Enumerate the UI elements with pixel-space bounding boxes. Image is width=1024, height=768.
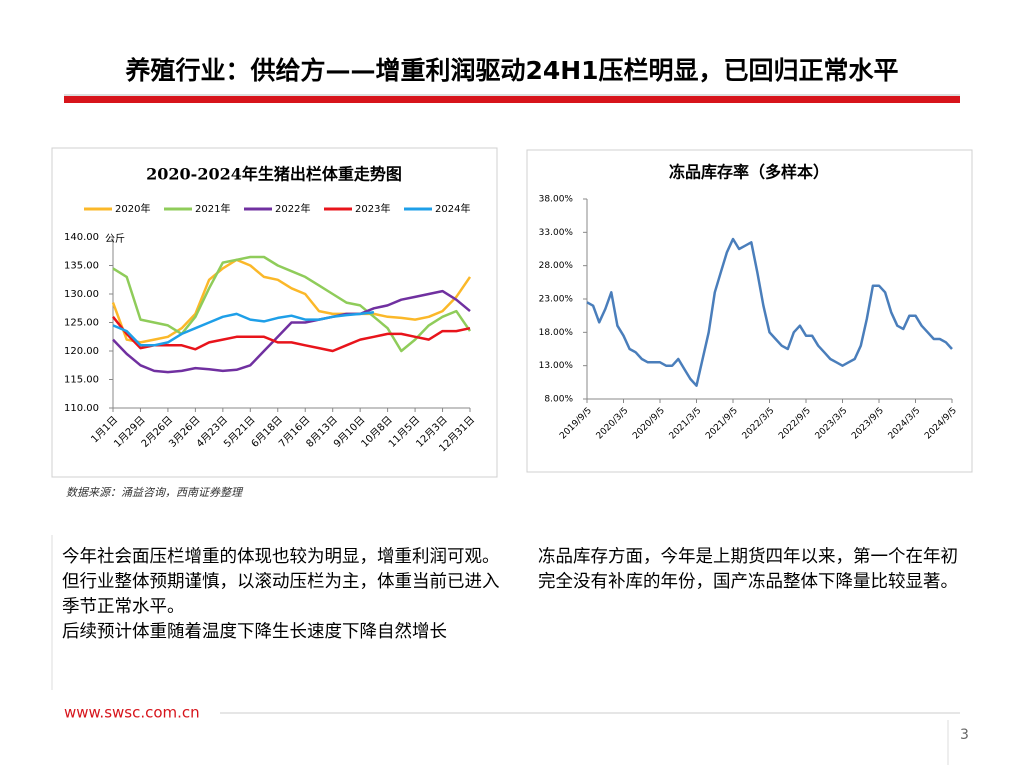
paragraph: 今年社会面压栏增重的体现也较为明显，增重利润可观。但行业整体预期谨慎，以滚动压栏…: [62, 547, 500, 617]
series-line: [112, 289, 471, 374]
paragraph: 后续预计体重随着温度下降生长速度下降自然增长: [62, 622, 447, 642]
slide-title: 养殖行业：供给方——增重利润驱动24H1压栏明显，已回归正常水平: [124, 56, 898, 85]
x-tick-label: 2024/3/5: [887, 406, 923, 442]
x-tick-label: 2023/3/5: [814, 406, 850, 442]
chart-title: 冻品库存率（多样本）: [669, 163, 829, 182]
page-number: 3: [960, 727, 969, 743]
left-text: 今年社会面压栏增重的体现也较为明显，增重利润可观。但行业整体预期谨慎，以滚动压栏…: [62, 545, 512, 645]
y-tick-label: 23.00%: [539, 295, 574, 305]
y-tick-label: 125.00: [64, 318, 99, 329]
y-tick-label: 13.00%: [539, 361, 574, 371]
y-tick-label: 135.00: [64, 261, 99, 272]
right-text: 冻品库存方面，今年是上期货四年以来，第一个在年初完全没有补库的年份，国产冻品整体…: [538, 545, 968, 595]
footer-url: www.swsc.com.cn: [64, 704, 200, 722]
y-tick-label: 130.00: [64, 289, 99, 300]
legend-label: 2023年: [355, 202, 390, 215]
series-line: [112, 316, 471, 353]
x-tick-label: 2023/9/5: [850, 406, 886, 442]
series-line: [112, 310, 375, 347]
legend-label: 2021年: [195, 202, 230, 215]
x-tick-label: 2024/9/5: [923, 406, 959, 442]
chart-frame: [51, 147, 498, 478]
legend-label: 2020年: [115, 202, 150, 215]
legend-label: 2024年: [435, 202, 470, 215]
x-tick-label: 2020/3/5: [595, 406, 631, 442]
chart-frame: [526, 149, 973, 473]
source-note: 数据来源：涌益咨询，西南证券整理: [66, 486, 244, 499]
series-line: [112, 255, 472, 353]
y-tick-label: 28.00%: [539, 261, 574, 271]
y-tick-label: 38.00%: [539, 195, 574, 205]
y-tick-label: 8.00%: [544, 395, 573, 405]
title-bar: [64, 96, 960, 103]
x-tick-label: 2019/9/5: [558, 406, 594, 442]
series-line: [111, 258, 472, 344]
x-tick-label: 2022/3/5: [741, 406, 777, 442]
y-unit: 公斤: [105, 233, 125, 245]
paragraph: 冻品库存方面，今年是上期货四年以来，第一个在年初完全没有补库的年份，国产冻品整体…: [538, 547, 958, 592]
y-tick-label: 120.00: [64, 346, 99, 357]
y-tick-label: 18.00%: [539, 328, 574, 338]
y-tick-label: 140.00: [64, 232, 99, 243]
chart-title: 2020-2024年生猪出栏体重走势图: [146, 165, 402, 184]
series-line: [586, 237, 953, 387]
x-tick-label: 2021/9/5: [704, 406, 740, 442]
y-tick-label: 33.00%: [539, 228, 574, 238]
x-tick-label: 2022/9/5: [777, 406, 813, 442]
y-tick-label: 115.00: [64, 375, 99, 386]
x-tick-label: 2020/9/5: [631, 406, 667, 442]
x-tick-label: 2021/3/5: [668, 406, 704, 442]
y-tick-label: 110.00: [64, 403, 99, 414]
legend-label: 2022年: [275, 202, 310, 215]
